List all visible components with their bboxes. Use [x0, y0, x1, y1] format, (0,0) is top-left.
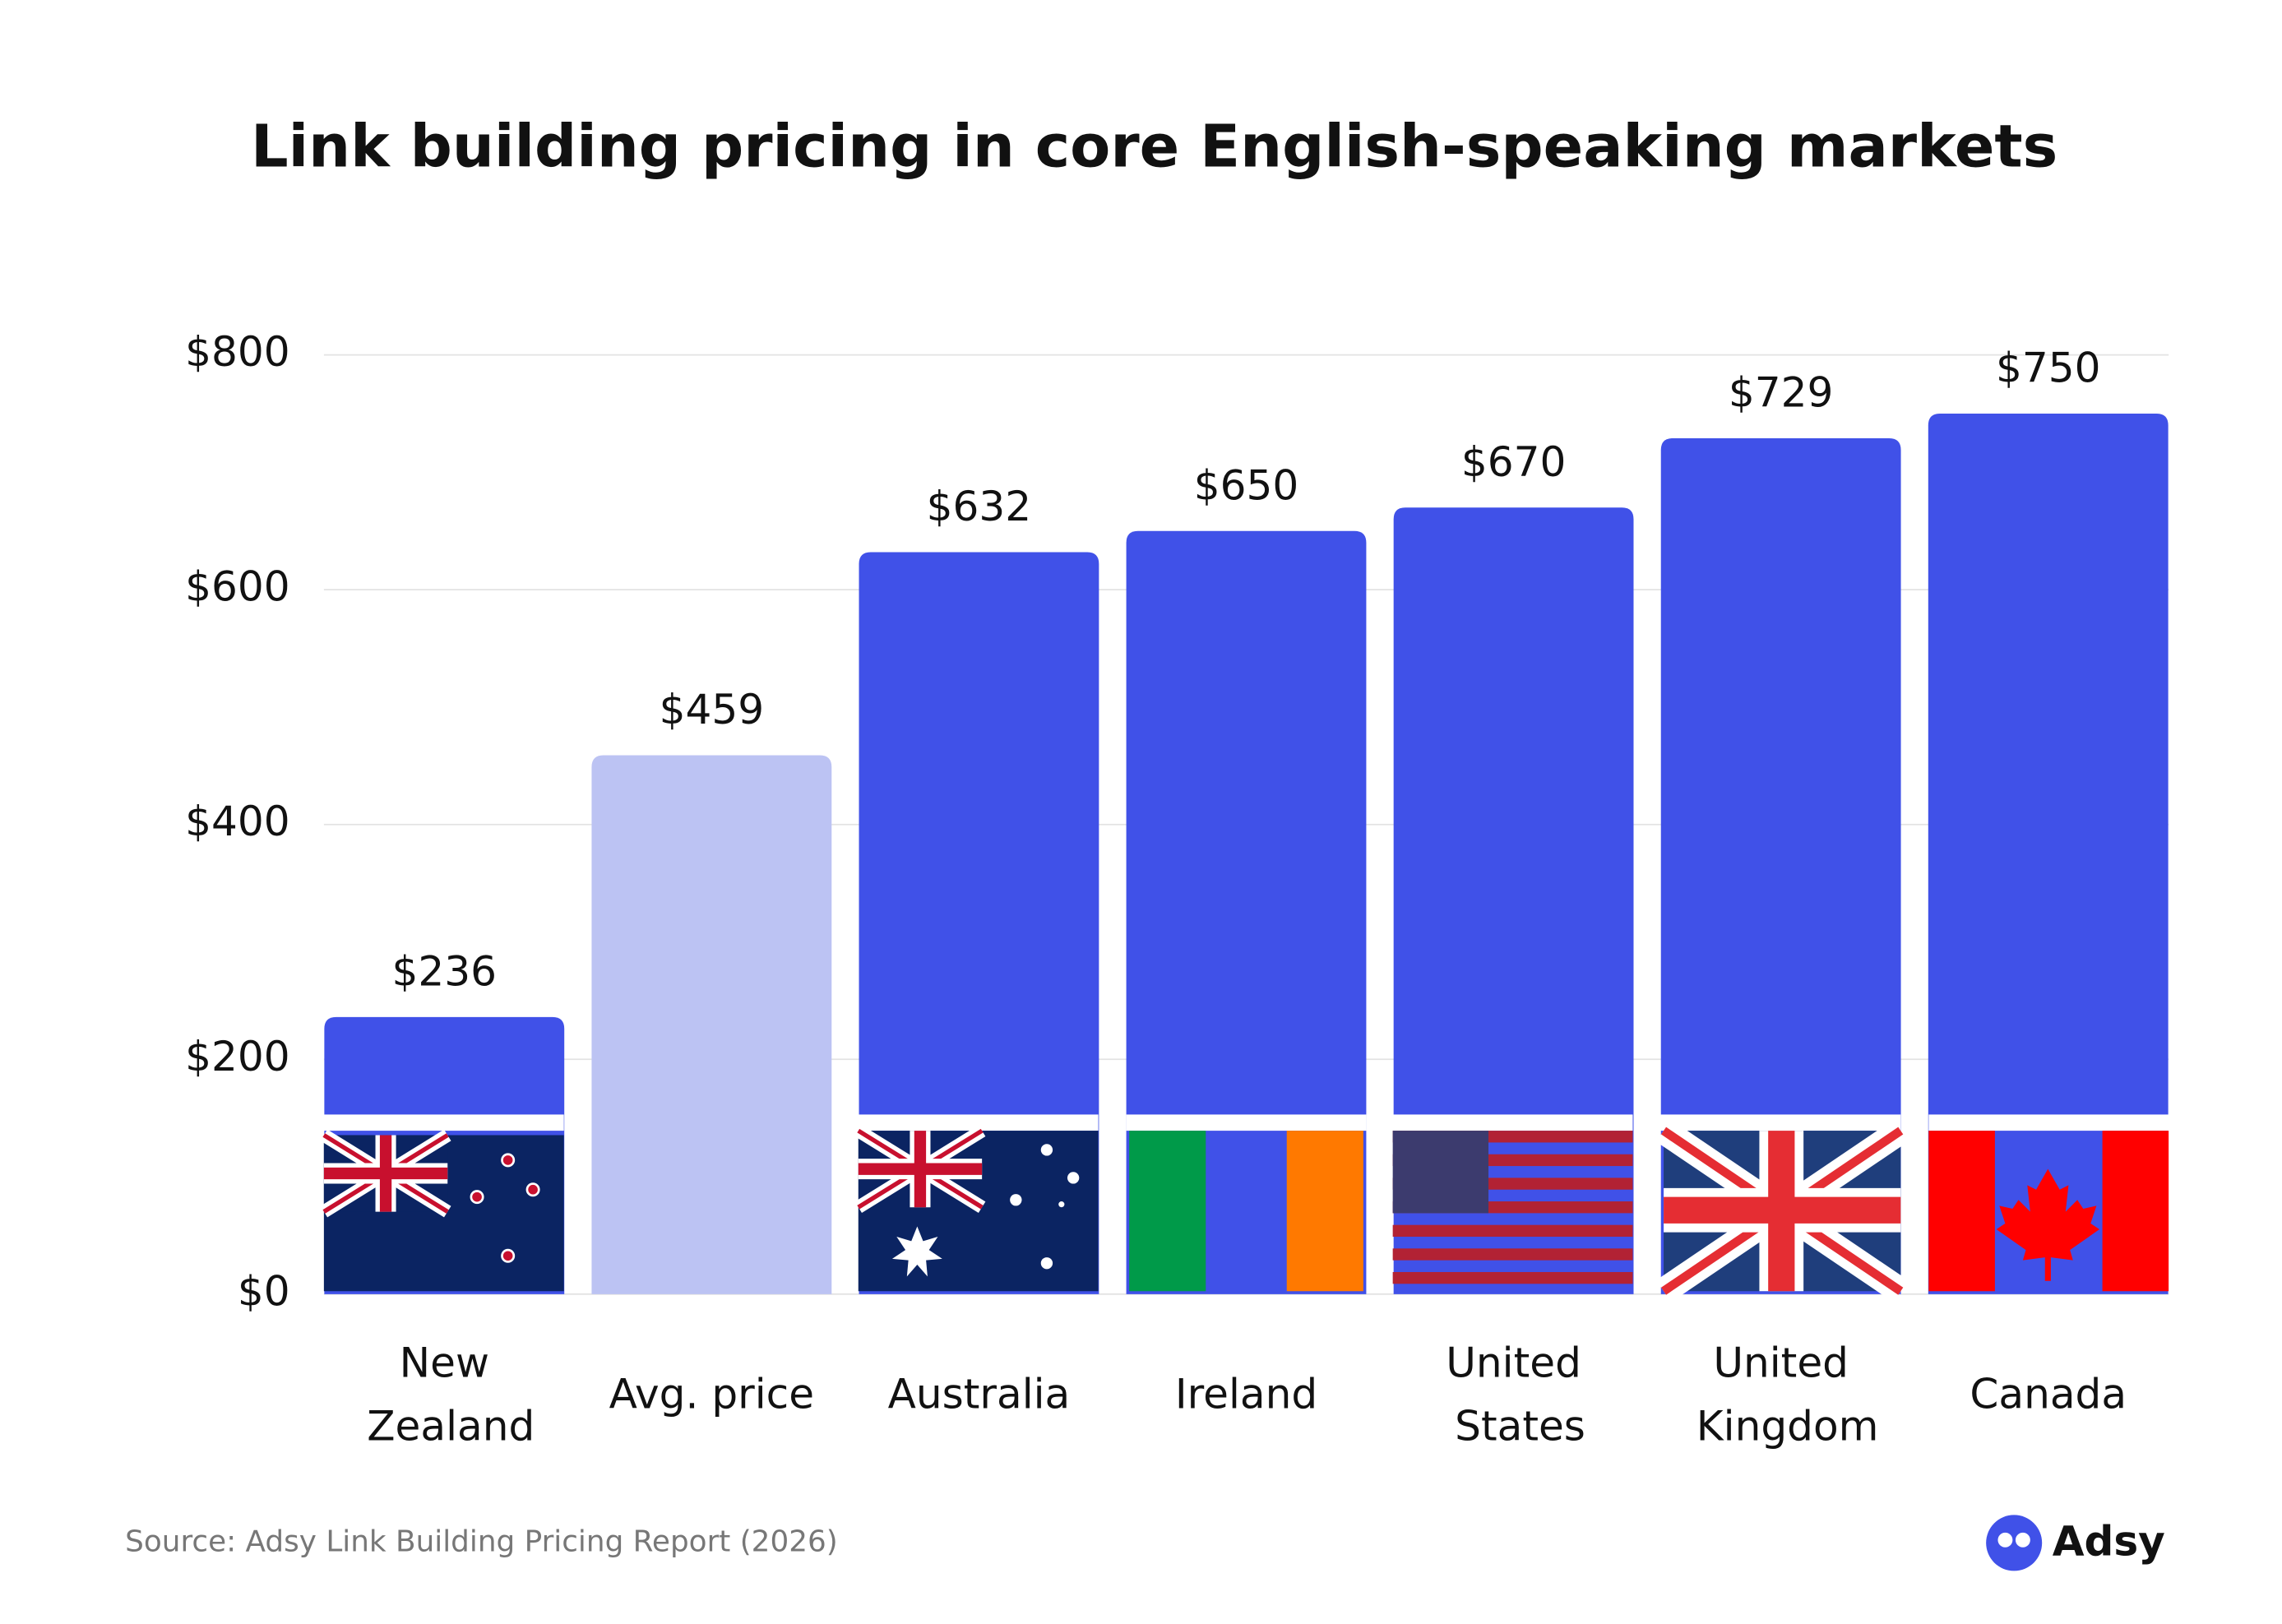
- y-tick-label: $400: [185, 797, 290, 845]
- flags: [320, 1114, 2169, 1302]
- x-tick-label: Avg. price: [609, 1370, 814, 1418]
- x-tick-label: New Zealand: [354, 1338, 535, 1450]
- x-tick-label: United States: [1442, 1338, 1585, 1450]
- x-tick-label: Ireland: [1175, 1370, 1317, 1418]
- bar: [591, 755, 832, 1294]
- x-tick-label: Australia: [888, 1370, 1071, 1418]
- value-label: $650: [1194, 460, 1299, 509]
- bar: [1928, 413, 2169, 1294]
- brand-logo: [1986, 1515, 2043, 1571]
- y-tick-label: $600: [185, 562, 290, 611]
- y-tick-label: $800: [185, 327, 290, 376]
- value-label: $729: [1729, 368, 1834, 417]
- value-label: $459: [660, 685, 765, 733]
- chart-title: Link building pricing in core English-sp…: [251, 112, 2058, 180]
- value-label: $632: [927, 482, 1032, 530]
- value-label: $236: [392, 946, 498, 995]
- y-tick-label: $200: [185, 1032, 290, 1080]
- source-note: Source: Adsy Link Building Pricing Repor…: [125, 1525, 838, 1558]
- value-label: $750: [1996, 344, 2101, 392]
- value-label: $670: [1461, 437, 1567, 486]
- bar: [1126, 530, 1367, 1294]
- x-tick-label: Canada: [1970, 1370, 2127, 1418]
- bar: [859, 552, 1099, 1294]
- bar: [1660, 437, 1901, 1294]
- brand-name: Adsy: [2053, 1517, 2165, 1566]
- bar: [1393, 507, 1634, 1294]
- y-tick-label: $0: [238, 1266, 290, 1315]
- x-tick-label: United Kingdom: [1683, 1338, 1879, 1450]
